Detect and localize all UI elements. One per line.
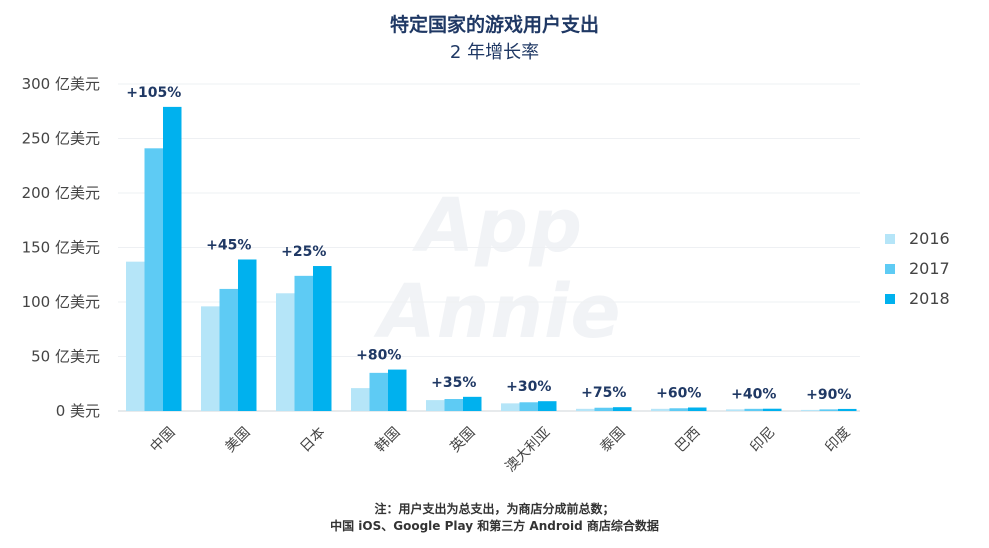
bar bbox=[501, 403, 520, 411]
legend-swatch-2017 bbox=[885, 263, 895, 274]
legend-label-2018: 2018 bbox=[909, 289, 950, 308]
bar bbox=[369, 372, 388, 411]
bar bbox=[276, 293, 295, 411]
bar bbox=[838, 408, 857, 411]
chart-title: 特定国家的游戏用户支出 bbox=[389, 14, 599, 36]
bar bbox=[144, 148, 163, 411]
legend-item-2018: 2018 bbox=[885, 289, 950, 308]
legend-swatch-2016 bbox=[885, 233, 895, 244]
bar bbox=[519, 402, 538, 411]
growth-label: +35% bbox=[431, 375, 476, 391]
bar bbox=[238, 259, 257, 411]
growth-label: +45% bbox=[206, 237, 251, 253]
growth-label: +25% bbox=[281, 244, 326, 260]
bar bbox=[426, 400, 445, 411]
bar bbox=[651, 408, 670, 411]
legend-item-2017: 2017 bbox=[885, 259, 950, 278]
bar bbox=[201, 306, 220, 411]
x-tick-label: 泰国 bbox=[597, 424, 628, 455]
bar bbox=[219, 288, 238, 411]
x-tick-label: 印度 bbox=[822, 424, 853, 455]
x-tick-label: 中国 bbox=[147, 424, 178, 455]
growth-label: +60% bbox=[656, 386, 701, 402]
bar bbox=[313, 266, 332, 411]
bar bbox=[126, 261, 145, 411]
bar bbox=[594, 407, 613, 411]
bar bbox=[613, 407, 632, 411]
bar bbox=[294, 275, 313, 411]
y-tick-label: 100 亿美元 bbox=[22, 293, 100, 311]
app-annie-watermark: App Annie bbox=[378, 183, 622, 355]
x-tick-label: 美国 bbox=[222, 424, 253, 455]
y-tick-label: 50 亿美元 bbox=[31, 348, 100, 366]
growth-label: +105% bbox=[126, 85, 181, 101]
chart-subtitle: 2 年增长率 bbox=[449, 42, 540, 63]
bar bbox=[163, 106, 182, 411]
x-tick-label: 日本 bbox=[297, 424, 328, 455]
footnote-line-2: 中国 iOS、Google Play 和第三方 Android 商店综合数据 bbox=[330, 519, 659, 533]
bar bbox=[576, 408, 595, 411]
growth-label: +30% bbox=[506, 379, 551, 395]
bar bbox=[351, 388, 370, 411]
legend-swatch-2018 bbox=[885, 293, 895, 304]
bar bbox=[463, 396, 482, 411]
bar bbox=[763, 408, 782, 411]
x-tick-label: 澳大利亚 bbox=[503, 424, 554, 475]
x-tick-label: 巴西 bbox=[672, 424, 703, 455]
growth-label: +90% bbox=[806, 387, 851, 403]
footnote-line-1: 注：用户支出为总支出，为商店分成前总数； bbox=[374, 502, 615, 516]
growth-label: +75% bbox=[581, 385, 626, 401]
legend-label-2017: 2017 bbox=[909, 259, 950, 278]
y-tick-label: 0 美元 bbox=[56, 402, 100, 420]
x-tick-label: 英国 bbox=[447, 424, 479, 456]
legend-label-2016: 2016 bbox=[909, 229, 950, 248]
bar bbox=[819, 409, 838, 411]
y-tick-label: 150 亿美元 bbox=[22, 239, 100, 257]
y-tick-label: 300 亿美元 bbox=[22, 75, 100, 93]
x-tick-label: 韩国 bbox=[372, 424, 403, 455]
bar bbox=[688, 407, 707, 411]
bar bbox=[669, 408, 688, 411]
bar bbox=[538, 401, 557, 411]
bar bbox=[444, 399, 463, 411]
bar bbox=[801, 409, 820, 411]
y-tick-label: 200 亿美元 bbox=[22, 184, 100, 202]
y-tick-label: 250 亿美元 bbox=[22, 130, 100, 148]
growth-label: +80% bbox=[356, 348, 401, 364]
bar bbox=[388, 369, 407, 411]
bar bbox=[726, 409, 745, 411]
legend-item-2016: 2016 bbox=[885, 229, 950, 248]
growth-label: +40% bbox=[731, 387, 776, 403]
bar bbox=[744, 408, 763, 411]
x-tick-label: 印尼 bbox=[747, 424, 778, 455]
